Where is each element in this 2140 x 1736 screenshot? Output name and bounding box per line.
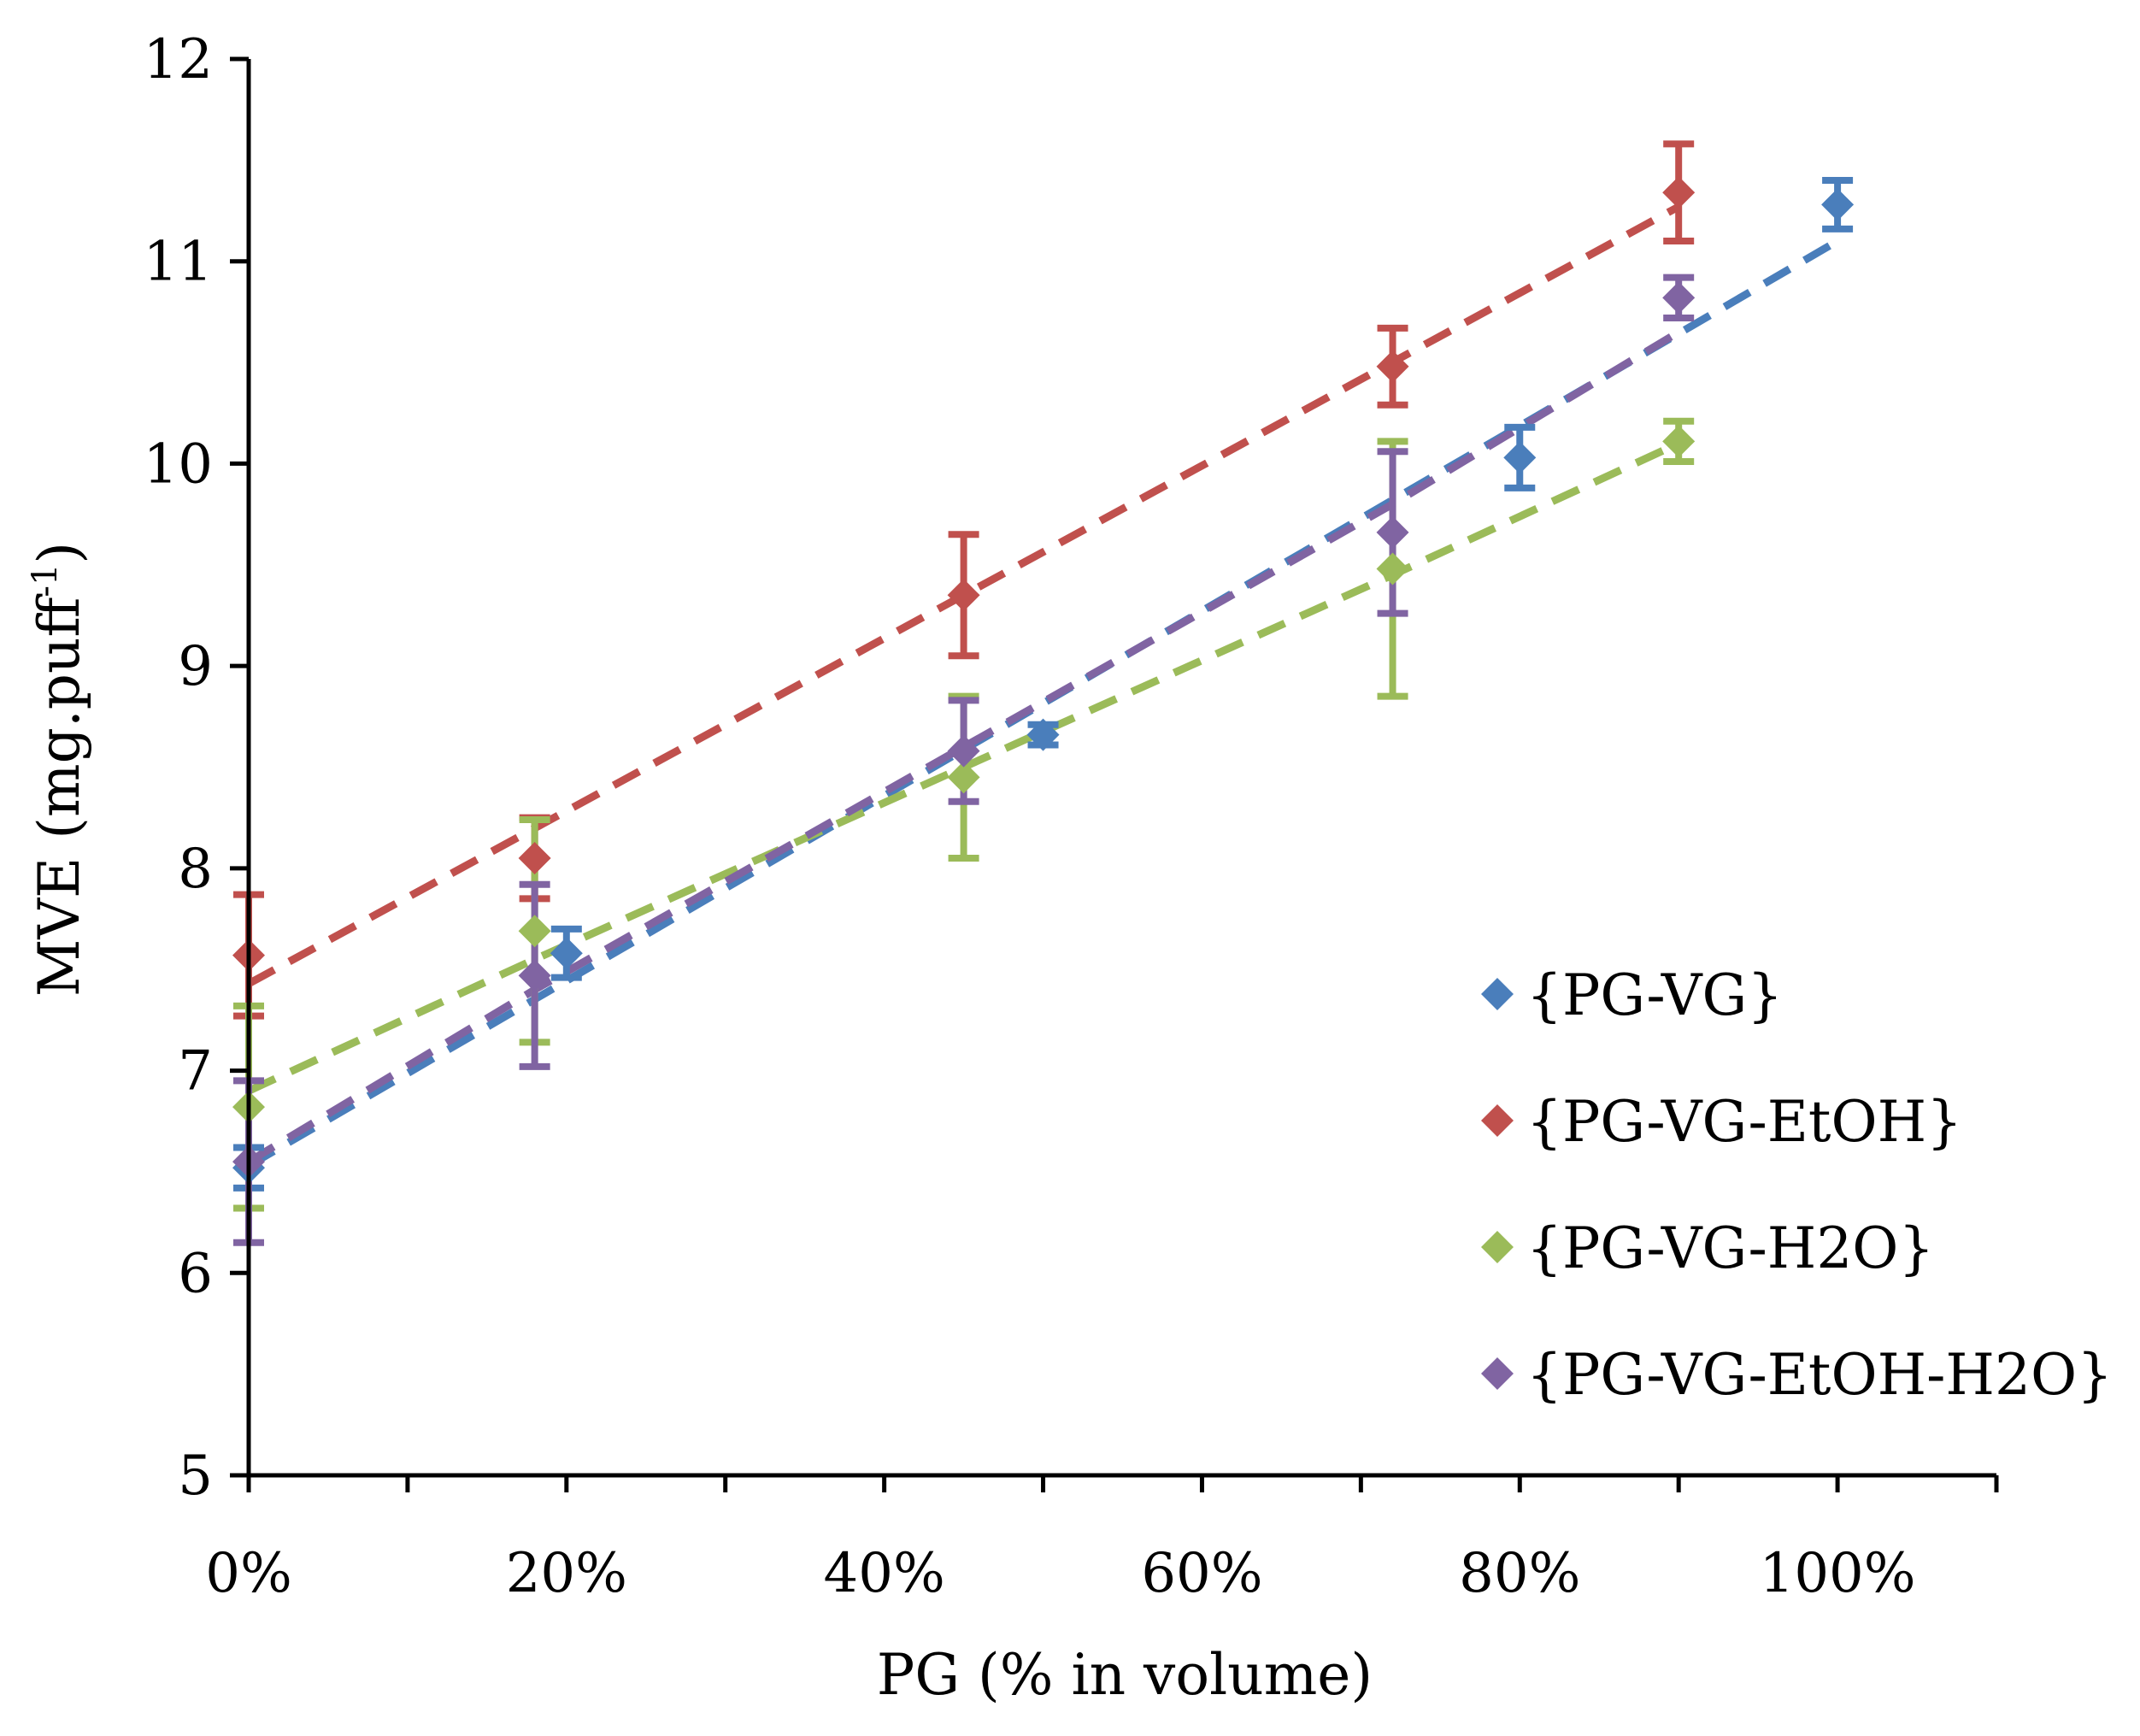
y-tick-label-7: 12 — [144, 28, 213, 91]
axes — [230, 56, 1999, 1492]
data-point-series-1-point-2 — [947, 579, 980, 612]
data-point-series-2-point-1 — [518, 915, 551, 948]
y-tick-label-5: 10 — [144, 433, 213, 496]
legend-marker-series-3 — [1481, 1357, 1514, 1390]
data-point-series-2-point-4 — [1662, 425, 1696, 458]
data-point-series-3-point-1 — [518, 959, 551, 992]
data-point-series-3-point-2 — [947, 734, 980, 768]
data-point-series-0-point-2 — [1026, 718, 1060, 751]
y-tick-label-1: 6 — [178, 1242, 213, 1305]
data-markers — [232, 176, 1855, 1185]
data-point-series-0-point-1 — [550, 937, 583, 970]
y-axis-title-main: MVE (mg.puff — [26, 593, 92, 997]
legend-marker-series-1 — [1481, 1104, 1514, 1137]
data-point-series-0-point-3 — [1503, 441, 1537, 474]
data-point-series-0-point-4 — [1821, 188, 1855, 221]
y-tick-label-6: 11 — [144, 231, 213, 294]
legend-marker-series-2 — [1481, 1231, 1514, 1263]
data-point-series-3-point-4 — [1662, 281, 1696, 315]
y-tick-label-3: 8 — [178, 838, 213, 901]
y-tick-label-4: 9 — [178, 635, 213, 698]
y-axis-title-superscript: -1 — [26, 564, 65, 597]
legend-label-series-3: {PG-VG-EtOH-H2O} — [1526, 1342, 2113, 1408]
x-tick-label-2: 40% — [824, 1542, 945, 1605]
error-bars — [233, 140, 1854, 1246]
x-tick-label-3: 60% — [1141, 1542, 1262, 1605]
trend-line-series-1 — [246, 203, 1681, 987]
trend-line-series-3 — [246, 328, 1681, 1165]
x-tick-label-0: 0% — [205, 1542, 292, 1605]
data-point-series-2-point-3 — [1376, 552, 1409, 586]
data-point-series-1-point-4 — [1662, 176, 1696, 209]
y-axis-title: MVE (mg.puff-1) — [26, 542, 92, 997]
data-point-series-1-point-3 — [1376, 350, 1409, 383]
legend: {PG-VG} {PG-VG-EtOH} {PG-VG-H2O} {PG-VG-EtO… — [1481, 962, 2113, 1408]
x-axis-title: PG (% in volume) — [877, 1642, 1373, 1708]
legend-label-series-0: {PG-VG} — [1526, 962, 1783, 1028]
legend-label-series-2: {PG-VG-H2O} — [1526, 1215, 1934, 1281]
x-tick-label-4: 80% — [1459, 1542, 1580, 1605]
legend-label-series-1: {PG-VG-EtOH} — [1526, 1089, 1962, 1155]
y-tick-label-2: 7 — [178, 1040, 213, 1103]
data-point-series-3-point-3 — [1376, 515, 1409, 549]
y-axis-title-close: ) — [26, 542, 92, 564]
x-tick-label-1: 20% — [506, 1542, 627, 1605]
tick-labels: 5 6 7 8 9 10 11 12 0% 20% 40% 60% 80% 100% — [144, 28, 1916, 1605]
data-point-series-1-point-1 — [518, 842, 551, 875]
data-point-series-2-point-2 — [947, 761, 980, 794]
legend-marker-series-0 — [1481, 978, 1514, 1010]
x-tick-label-5: 100% — [1760, 1542, 1916, 1605]
y-tick-label-0: 5 — [178, 1445, 213, 1508]
